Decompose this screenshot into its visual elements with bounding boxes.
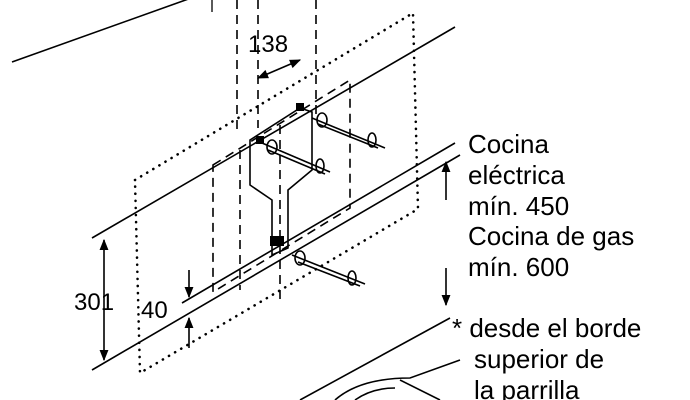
dimension-138: 138: [248, 31, 302, 79]
svg-text:eléctrica: eléctrica: [468, 160, 565, 190]
chimney-outline: [211, 0, 317, 135]
footnote: * desde el borde superior de la parrilla: [452, 313, 641, 400]
svg-text:superior de: superior de: [474, 344, 604, 374]
hood-back-dashed: [212, 78, 351, 294]
cooktop-edge: [299, 317, 461, 400]
gas-cooktop-note: Cocina de gas mín. 600: [468, 221, 634, 282]
svg-text:Cocina de gas: Cocina de gas: [468, 221, 634, 251]
extension-line-mid: [181, 142, 456, 304]
extension-line-upper: [91, 26, 456, 239]
svg-text:mín. 600: mín. 600: [468, 252, 569, 282]
dimension-301-label: 301: [74, 289, 114, 316]
dimension-138-label: 138: [248, 31, 288, 58]
screw-middle: [261, 139, 331, 175]
svg-text:* desde el borde: * desde el borde: [452, 313, 641, 343]
screw-upper: [311, 112, 386, 149]
svg-text:la parrilla: la parrilla: [474, 375, 580, 400]
dimension-40: 40: [141, 270, 194, 348]
dimension-301: 301: [74, 238, 114, 362]
extension-line-lower: [91, 154, 461, 371]
wall-panel-dotted: [133, 10, 420, 376]
electric-cooktop-note: Cocina eléctrica mín. 450: [468, 129, 569, 221]
ceiling-line: [11, 0, 188, 63]
dimension-40-label: 40: [141, 297, 168, 324]
svg-text:Cocina: Cocina: [468, 129, 549, 159]
screw-lower: [291, 250, 366, 287]
svg-text:mín. 450: mín. 450: [468, 191, 569, 221]
